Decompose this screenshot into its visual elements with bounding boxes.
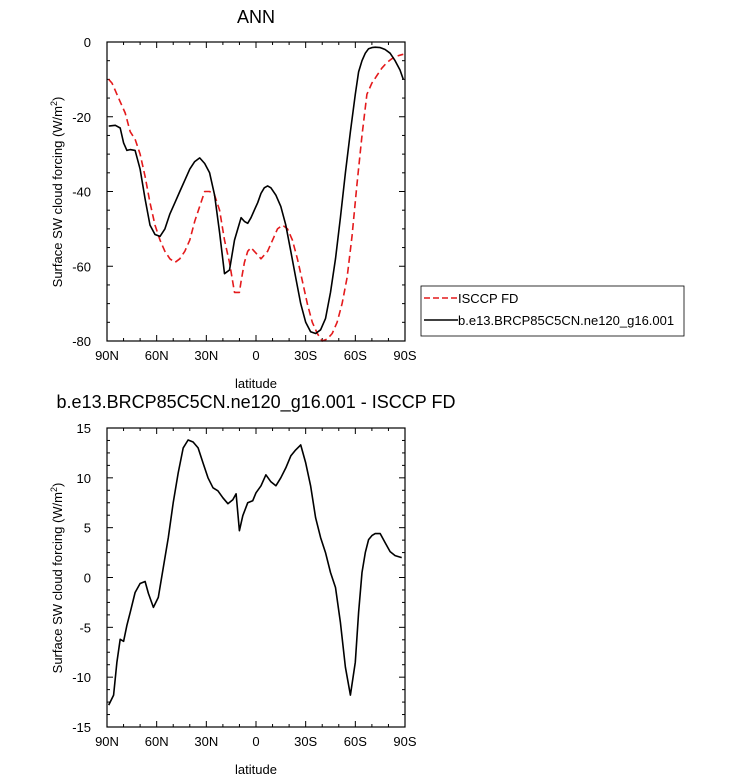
bottom-x-tick-label: 60N: [145, 734, 169, 749]
bottom-chart-title: b.e13.BRCP85C5CN.ne120_g16.001 - ISCCP F…: [57, 392, 456, 413]
top-x-tick-label: 0: [252, 348, 259, 363]
bottom-y-tick-label: -15: [72, 720, 91, 735]
top-x-axis-label: latitude: [235, 376, 277, 391]
bottom-x-tick-label: 0: [252, 734, 259, 749]
bottom-x-tick-label: 60S: [344, 734, 367, 749]
top-x-tick-label: 60S: [344, 348, 367, 363]
bottom-y-tick-label: -5: [79, 620, 91, 635]
bottom-y-tick-label: -10: [72, 670, 91, 685]
bottom-x-axis-label: latitude: [235, 762, 277, 777]
bottom-x-tick-label: 30S: [294, 734, 317, 749]
top-y-axis-label: Surface SW cloud forcing (W/m2): [49, 97, 65, 288]
bottom-x-tick-label: 90S: [393, 734, 416, 749]
bottom-y-axis-label: Surface SW cloud forcing (W/m2): [49, 483, 65, 674]
top-plot-area: 90N 60N 30N 0 30S 60S 90S 0 -20 -40 -60 -80: [72, 35, 417, 363]
bottom-y-tick-label: 0: [84, 571, 91, 586]
bottom-x-tick-label: 90N: [95, 734, 119, 749]
top-plot-frame: [106, 41, 406, 342]
legend-box: [420, 285, 685, 337]
legend-label-model: b.e13.BRCP85C5CN.ne120_g16.001: [458, 313, 674, 328]
bottom-panel: b.e13.BRCP85C5CN.ne120_g16.001 - ISCCP F…: [49, 392, 455, 777]
top-panel: ANN 90N 60N 30N 0 30S 60S 90S 0 -20 -40 -60 -80 lat…: [49, 7, 685, 391]
top-x-tick-label: 90S: [393, 348, 416, 363]
top-x-tick-label: 30S: [294, 348, 317, 363]
top-series-line-1: [108, 46, 405, 335]
top-x-tick-label: 90N: [95, 348, 119, 363]
top-x-tick-label: 60N: [145, 348, 169, 363]
top-x-tick-label: 30N: [194, 348, 218, 363]
top-y-tick-label: -20: [72, 110, 91, 125]
bottom-y-tick-label: 10: [77, 471, 91, 486]
bottom-series-line-0: [107, 439, 402, 706]
top-y-tick-label: -80: [72, 334, 91, 349]
bottom-plot-frame: [106, 427, 406, 728]
top-chart-title: ANN: [237, 7, 275, 27]
legend-label-isccp: ISCCP FD: [458, 291, 518, 306]
bottom-x-tick-label: 30N: [194, 734, 218, 749]
bottom-y-tick-label: 5: [84, 521, 91, 536]
top-legend: ISCCP FD b.e13.BRCP85C5CN.ne120_g16.001: [420, 285, 685, 337]
bottom-plot-area: 90N 60N 30N 0 30S 60S 90S 15 10 5 0 -5 -10 -15: [72, 421, 417, 749]
top-y-tick-label: 0: [84, 35, 91, 50]
bottom-y-tick-label: 15: [77, 421, 91, 436]
top-series-line-0: [108, 53, 404, 342]
top-y-tick-label: -60: [72, 259, 91, 274]
top-y-tick-label: -40: [72, 185, 91, 200]
